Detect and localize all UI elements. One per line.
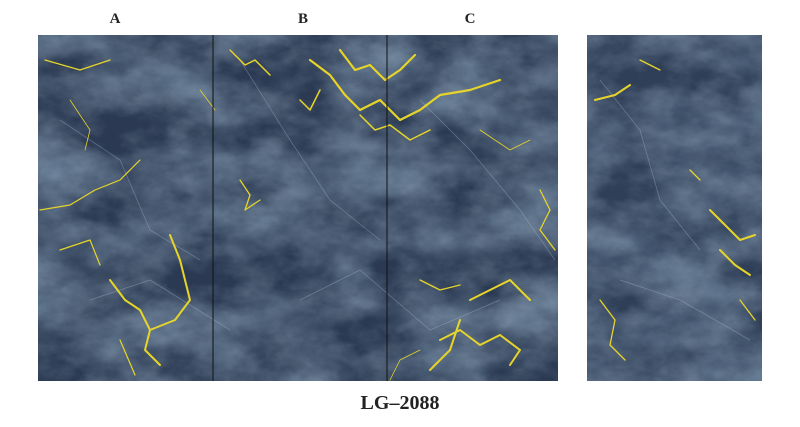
slab-detail [587, 35, 762, 381]
slab-label: A [110, 11, 121, 27]
slab-label: B [298, 11, 308, 27]
slab-label: C [465, 11, 476, 27]
product-code: LG–2088 [361, 392, 440, 414]
slab-set [38, 35, 558, 381]
